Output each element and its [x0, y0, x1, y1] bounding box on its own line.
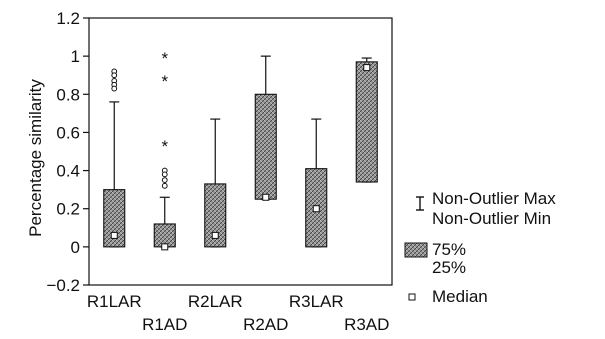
median-marker — [211, 231, 219, 239]
x-label-r3ad: R3AD — [344, 315, 389, 334]
legend-median-label: Median — [432, 287, 488, 306]
iqr-box — [204, 183, 227, 248]
iqr-box — [254, 93, 277, 200]
outlier-point — [111, 72, 118, 79]
x-label-r2ad: R2AD — [243, 315, 288, 334]
legend-box-symbol — [404, 242, 428, 258]
y-tick-label: 1 — [71, 47, 80, 66]
legend: Non-Outlier Max Non-Outlier Min 75% 25% … — [404, 189, 556, 306]
box-r1ad: * * * — [153, 49, 176, 251]
outlier-point — [161, 177, 168, 184]
legend-whisker-max-label: Non-Outlier Max — [432, 189, 556, 208]
x-label-r1lar: R1LAR — [87, 292, 142, 311]
box-r3ad — [355, 57, 378, 183]
x-label-r2lar: R2LAR — [188, 292, 243, 311]
x-label-r1ad: R1AD — [142, 315, 187, 334]
median-marker — [312, 205, 320, 213]
y-tick-label: 0.4 — [56, 162, 80, 181]
box-r2lar — [204, 118, 227, 248]
legend-box-top-label: 75% — [432, 240, 466, 259]
median-marker — [262, 193, 270, 201]
y-axis-label: Percentage similarity — [26, 79, 45, 237]
median-marker — [363, 64, 371, 72]
outlier-point — [111, 85, 118, 92]
median-marker — [110, 231, 118, 239]
outlier-point — [161, 171, 168, 178]
median-marker — [161, 243, 169, 251]
y-tick-label: 0.2 — [56, 200, 80, 219]
y-axis-ticks: 1.2 1 0.8 0.6 0.4 0.2 0 −0.2 — [46, 9, 89, 295]
boxes: * * * — [103, 49, 378, 251]
extreme-point: * — [161, 137, 168, 156]
y-tick-label: 0.8 — [56, 85, 80, 104]
extreme-point: * — [161, 49, 168, 68]
y-tick-label: −0.2 — [46, 276, 80, 295]
box-r3lar — [305, 118, 328, 248]
box-r2ad — [254, 55, 277, 201]
plot-frame — [88, 17, 393, 286]
iqr-box — [355, 61, 378, 183]
y-tick-label: 0 — [71, 238, 80, 257]
outlier-point — [161, 182, 168, 189]
y-tick-label: 1.2 — [56, 9, 80, 28]
extreme-point: * — [161, 72, 168, 91]
box-r1lar — [103, 68, 126, 248]
legend-median-symbol — [408, 293, 416, 301]
legend-box-bottom-label: 25% — [432, 258, 466, 277]
y-tick-label: 0.6 — [56, 123, 80, 142]
legend-whisker-min-label: Non-Outlier Min — [432, 209, 551, 228]
legend-whisker-symbol — [416, 196, 424, 211]
iqr-box — [103, 189, 126, 248]
x-label-r3lar: R3LAR — [289, 292, 344, 311]
